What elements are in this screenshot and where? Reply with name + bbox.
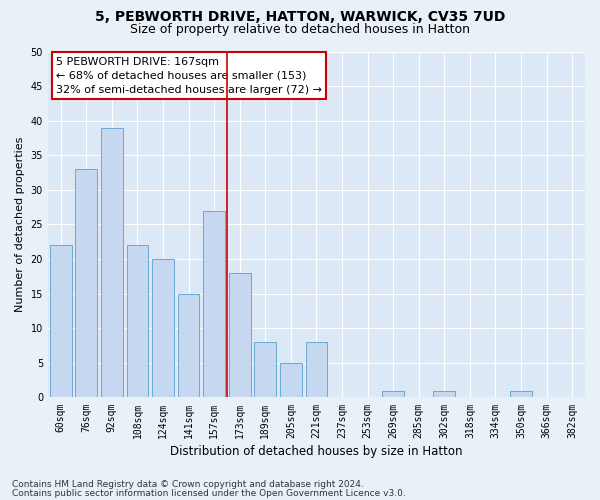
Bar: [101, 128, 123, 398]
Bar: [280, 363, 302, 398]
Text: Size of property relative to detached houses in Hatton: Size of property relative to detached ho…: [130, 22, 470, 36]
Text: Contains public sector information licensed under the Open Government Licence v3: Contains public sector information licen…: [12, 488, 406, 498]
Bar: [254, 342, 276, 398]
X-axis label: Distribution of detached houses by size in Hatton: Distribution of detached houses by size …: [170, 444, 463, 458]
Bar: [203, 210, 225, 398]
Y-axis label: Number of detached properties: Number of detached properties: [15, 137, 25, 312]
Bar: [382, 390, 404, 398]
Bar: [510, 390, 532, 398]
Bar: [433, 390, 455, 398]
Text: Contains HM Land Registry data © Crown copyright and database right 2024.: Contains HM Land Registry data © Crown c…: [12, 480, 364, 489]
Bar: [229, 273, 251, 398]
Bar: [305, 342, 328, 398]
Text: 5 PEBWORTH DRIVE: 167sqm
← 68% of detached houses are smaller (153)
32% of semi-: 5 PEBWORTH DRIVE: 167sqm ← 68% of detach…: [56, 56, 322, 94]
Bar: [50, 245, 71, 398]
Bar: [178, 294, 199, 398]
Bar: [76, 169, 97, 398]
Text: 5, PEBWORTH DRIVE, HATTON, WARWICK, CV35 7UD: 5, PEBWORTH DRIVE, HATTON, WARWICK, CV35…: [95, 10, 505, 24]
Bar: [152, 259, 174, 398]
Bar: [127, 245, 148, 398]
